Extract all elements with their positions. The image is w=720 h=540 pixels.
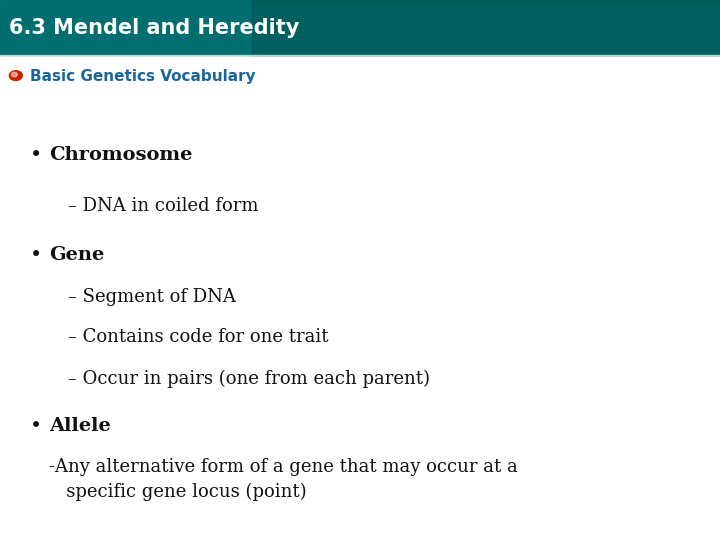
Text: 6.3 Mendel and Heredity: 6.3 Mendel and Heredity	[9, 17, 299, 38]
Text: Allele: Allele	[49, 416, 111, 435]
Text: •: •	[30, 145, 42, 165]
Bar	[252, 0, 720, 55]
Circle shape	[12, 72, 17, 77]
Text: – Contains code for one trait: – Contains code for one trait	[68, 328, 329, 347]
Text: Basic Genetics Vocabulary: Basic Genetics Vocabulary	[30, 69, 256, 84]
Text: Chromosome: Chromosome	[49, 146, 192, 164]
Text: -Any alternative form of a gene that may occur at a
   specific gene locus (poin: -Any alternative form of a gene that may…	[49, 458, 518, 501]
Text: – Occur in pairs (one from each parent): – Occur in pairs (one from each parent)	[68, 370, 431, 388]
Text: •: •	[30, 245, 42, 265]
Circle shape	[9, 71, 22, 80]
Text: – DNA in coiled form: – DNA in coiled form	[68, 197, 259, 215]
Text: – Segment of DNA: – Segment of DNA	[68, 288, 236, 306]
Text: Gene: Gene	[49, 246, 104, 264]
Bar	[0, 0, 720, 55]
Text: •: •	[30, 415, 42, 436]
